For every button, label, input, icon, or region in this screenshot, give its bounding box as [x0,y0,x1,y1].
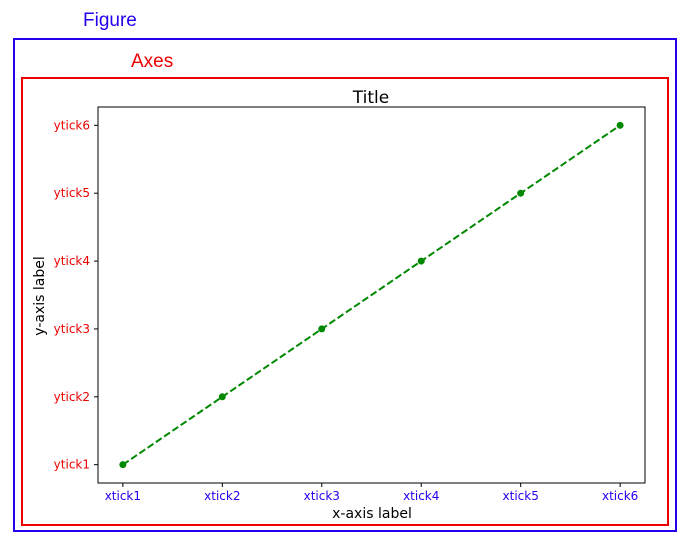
plot-area [97,106,646,484]
x-tick-label: xtick2 [204,489,240,503]
axes-frame [21,77,669,526]
data-point [119,461,127,469]
y-tick-label: ytick4 [54,254,90,268]
x-tick-label: xtick6 [602,489,638,503]
data-point [517,189,525,197]
y-tick-label: ytick2 [54,390,90,404]
y-tick-label: ytick3 [54,322,90,336]
axes-annotation-label: Axes [131,51,174,72]
x-tick-label: xtick3 [304,489,340,503]
series-group [119,121,624,469]
y-tick-label: ytick5 [54,186,90,200]
y-tick-label: ytick1 [54,458,90,472]
data-point [616,121,624,129]
x-tick-label: xtick5 [503,489,539,503]
y-axis-label: y-axis label [32,256,48,335]
chart-title: Title [352,88,389,108]
x-axis-ticks: xtick1 xtick2 xtick3 xtick4 xtick5 xtick6 [105,483,638,503]
x-axis-label: x-axis label [332,506,412,522]
data-point [218,393,226,401]
data-point [417,257,425,265]
x-tick-label: xtick4 [403,489,439,503]
series-line [122,124,621,466]
figure-frame [13,38,677,532]
figure-annotation-label: Figure [83,10,137,31]
x-tick-label: xtick1 [105,489,141,503]
data-point [318,325,326,333]
y-axis-ticks: ytick1 ytick2 ytick3 ytick4 ytick5 ytick6 [54,118,98,472]
y-tick-label: ytick6 [54,118,90,132]
